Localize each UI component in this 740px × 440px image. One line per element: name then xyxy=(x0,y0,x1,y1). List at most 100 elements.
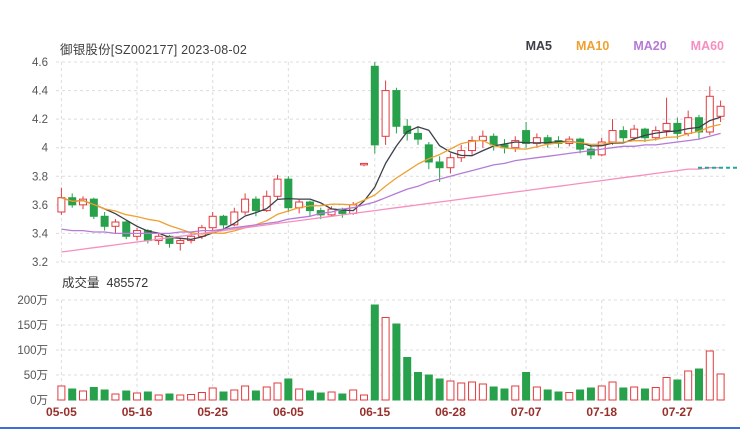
candle-body xyxy=(100,215,109,227)
candle-body xyxy=(684,117,693,134)
price-tick-label: 4.6 xyxy=(32,57,48,69)
volume-bar xyxy=(457,382,466,401)
candle-body xyxy=(630,128,639,139)
volume-bar xyxy=(489,386,498,401)
date-label: 06-05 xyxy=(273,405,304,419)
volume-bar xyxy=(305,390,314,401)
volume-tick-label: 0万 xyxy=(30,395,48,407)
candle-body xyxy=(241,198,250,213)
candle-body xyxy=(424,144,433,163)
volume-bar xyxy=(608,381,617,401)
volume-bar xyxy=(446,380,455,401)
volume-bar xyxy=(381,317,390,401)
volume-bar xyxy=(370,304,379,401)
date-label: 05-05 xyxy=(46,405,77,419)
candle-body xyxy=(57,197,66,213)
volume-bar xyxy=(57,385,66,401)
volume-bar xyxy=(414,372,423,401)
date-label: 06-15 xyxy=(359,405,390,419)
volume-bar xyxy=(403,357,412,401)
price-tick-label: 4.2 xyxy=(32,114,48,126)
volume-bar xyxy=(651,387,660,401)
volume-value: 485572 xyxy=(106,276,149,290)
candle-body xyxy=(219,215,228,226)
volume-readout: 成交量 485572 xyxy=(62,272,148,291)
volume-bar xyxy=(349,389,358,401)
volume-bar xyxy=(511,385,520,401)
volume-bar xyxy=(705,350,714,401)
candle-body xyxy=(262,195,271,212)
volume-bar xyxy=(424,374,433,401)
candle-body xyxy=(640,128,649,139)
candle-body xyxy=(230,211,239,226)
volume-bar xyxy=(576,389,585,401)
volume-bar xyxy=(143,391,152,401)
volume-bar xyxy=(68,388,77,401)
volume-tick-label: 200万 xyxy=(17,295,48,307)
volume-bar xyxy=(284,378,293,401)
date-label: 07-18 xyxy=(586,405,617,419)
volume-bar xyxy=(89,387,98,401)
candle-body xyxy=(586,148,595,156)
volume-bar xyxy=(251,390,260,401)
volume-bar xyxy=(316,392,325,401)
volume-bar xyxy=(262,386,271,401)
ma-legend: MA5 MA10 MA20 MA60 xyxy=(526,39,724,53)
date-label: 07-27 xyxy=(662,405,693,419)
price-tick-label: 3.4 xyxy=(32,228,49,240)
ma10-line xyxy=(61,123,721,235)
price-tick-label: 4 xyxy=(42,143,49,155)
volume-bar xyxy=(208,387,217,401)
volume-bar xyxy=(597,385,606,401)
candle-body xyxy=(165,235,174,244)
volume-bar xyxy=(532,386,541,401)
price-tick-label: 4.4 xyxy=(32,86,49,98)
volume-bar xyxy=(79,390,88,401)
candle-body xyxy=(543,137,552,144)
volume-bar xyxy=(619,387,628,401)
volume-bar xyxy=(273,382,282,401)
volume-bar xyxy=(241,385,250,401)
candle-body xyxy=(662,122,671,132)
volume-bar xyxy=(176,394,185,401)
price-tick-label: 3.8 xyxy=(32,171,48,183)
legend-ma60: MA60 xyxy=(690,39,724,53)
volume-bar xyxy=(662,377,671,401)
legend-ma20: MA20 xyxy=(633,39,667,53)
candle-body xyxy=(359,162,368,166)
price-tick-label: 3.2 xyxy=(32,257,48,269)
bottom-divider xyxy=(0,427,740,429)
date-label: 06-28 xyxy=(435,405,466,419)
volume-bar xyxy=(187,394,196,401)
date-label: 05-25 xyxy=(197,405,228,419)
candle-body xyxy=(251,198,260,212)
volume-tick-label: 50万 xyxy=(24,370,48,382)
candle-body xyxy=(208,215,217,229)
candle-body xyxy=(705,95,714,133)
volume-bar xyxy=(359,394,368,401)
candle-body xyxy=(489,135,498,146)
volume-bar xyxy=(684,370,693,401)
volume-bar xyxy=(435,378,444,401)
volume-bar xyxy=(565,392,574,401)
candle-body xyxy=(381,90,390,137)
volume-bar xyxy=(219,391,228,401)
volume-bar xyxy=(338,393,347,401)
candle-body xyxy=(468,140,477,152)
candle-body xyxy=(392,90,401,127)
volume-bar xyxy=(100,389,109,401)
volume-bar xyxy=(392,323,401,401)
legend-ma10: MA10 xyxy=(575,39,610,53)
volume-label: 成交量 xyxy=(62,276,100,290)
candle-body xyxy=(619,130,628,139)
candle-body xyxy=(273,178,282,197)
volume-bar xyxy=(327,391,336,401)
candle-body xyxy=(370,65,379,146)
date-label: 05-16 xyxy=(122,405,153,419)
candle-body xyxy=(284,178,293,209)
volume-bar xyxy=(230,389,239,401)
ma20-line xyxy=(61,132,721,235)
volume-bar xyxy=(500,388,509,401)
